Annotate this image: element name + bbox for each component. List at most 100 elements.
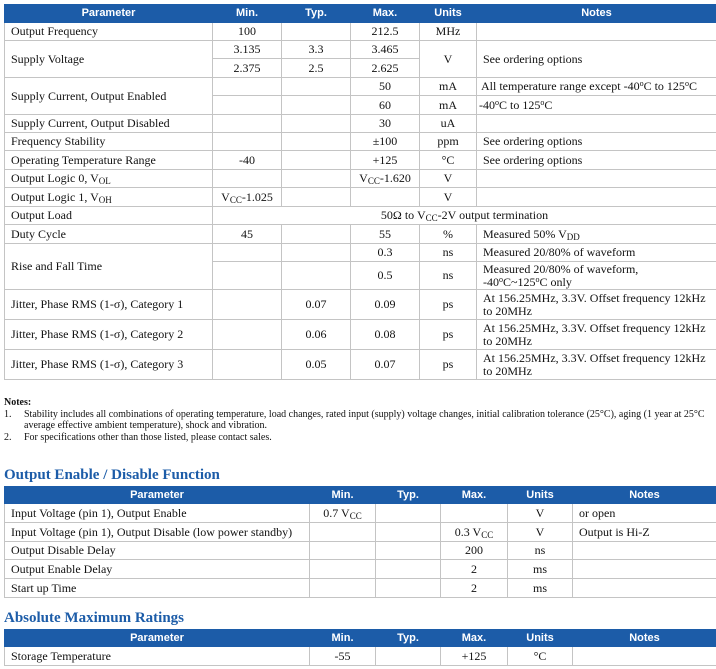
table-cell: +125: [440, 646, 508, 666]
text: Notes:: [4, 397, 32, 408]
table-cell: Output is Hi-Z: [572, 522, 716, 542]
table-cell: 60: [350, 95, 420, 115]
table-cell: ms: [507, 578, 573, 598]
table-cell: 0.3: [350, 243, 420, 262]
text: 2: [471, 580, 477, 595]
text: 0.7 V: [323, 505, 350, 520]
table-row: Supply Voltage 3.135 3.3 3.465 V See ordering…: [4, 40, 716, 78]
table-row: Output Load 50Ω to VCC-2V output termina…: [4, 206, 716, 225]
table-cell: 30: [350, 114, 420, 133]
table-cell: ns: [419, 243, 477, 262]
table-cell: 3.135: [212, 40, 282, 59]
text: Output Logic 1, V: [11, 189, 99, 204]
text: CC: [425, 213, 438, 223]
column-header: Max.: [440, 629, 508, 647]
table-cell: See ordering options: [476, 40, 716, 78]
table-cell: [281, 169, 351, 188]
table-cell: ps: [419, 319, 477, 350]
notes: Notes: 1. Stability includes all combinat…: [4, 397, 714, 443]
column-header: Notes: [476, 4, 716, 23]
table-row: Output Logic 0, VOL VCC-1.620 V: [4, 169, 716, 188]
table-cell: or open: [572, 503, 716, 523]
table-cell: [212, 132, 282, 151]
table-cell: 0.07: [350, 349, 420, 380]
table-cell: 2: [440, 559, 508, 579]
table-cell: 2.625: [350, 58, 420, 78]
table-row: Rise and Fall Time 0.3 ns Measured 20/80% o…: [4, 243, 716, 290]
absolute-max-table: Parameter Min. Typ. Max. Units Notes Storage …: [4, 629, 716, 666]
text: OH: [98, 194, 112, 205]
table-cell: 200: [440, 541, 508, 560]
table-cell: Input Voltage (pin 1), Output Disable (l…: [4, 522, 310, 542]
text: o: [684, 79, 689, 88]
table-cell: [375, 541, 441, 560]
column-header: Units: [507, 486, 573, 504]
column-header: Parameter: [4, 486, 310, 504]
table-cell: 3.3: [281, 40, 351, 59]
column-header: Notes: [572, 629, 716, 647]
table-row: Supply Current, Output Disabled 30 uA: [4, 114, 716, 133]
table-cell: [281, 224, 351, 244]
table-cell: ns: [507, 541, 573, 560]
table-cell: [212, 114, 282, 133]
table-row: Operating Temperature Range -40 +125 °C See …: [4, 150, 716, 170]
table-cell: [281, 22, 351, 41]
table-cell: [309, 559, 376, 579]
table-cell: [212, 261, 282, 290]
table-cell: [375, 646, 441, 666]
text: -2V output termination: [437, 208, 549, 222]
table-cell: Start up Time: [4, 578, 310, 598]
table-cell: 212.5: [350, 22, 420, 41]
table-row: Input Voltage (pin 1), Output Disable (l…: [4, 522, 716, 542]
table-cell: °C: [419, 150, 477, 170]
text: CC: [229, 194, 242, 205]
table-cell: Supply Current, Output Disabled: [4, 114, 213, 133]
column-header: Parameter: [4, 629, 310, 647]
table-cell: 50Ω to VCC-2V output termination: [212, 206, 716, 225]
table-cell: 45: [212, 224, 282, 244]
text: -40: [483, 274, 499, 289]
column-header: Min.: [212, 4, 282, 23]
note-item: 2. For specifications other than those li…: [4, 432, 714, 444]
table-row: Output Frequency 100 212.5 MHz: [4, 22, 716, 41]
table-cell: 2.5: [281, 58, 351, 78]
text: o: [540, 97, 545, 107]
section-title: Output Enable / Disable Function: [4, 467, 220, 483]
table-cell: [212, 319, 282, 350]
specs-table: Parameter Min. Typ. Max. Units Notes Output F…: [4, 4, 716, 380]
column-header: Units: [507, 629, 573, 647]
table-cell: Jitter, Phase RMS (1-σ), Category 1: [4, 289, 213, 320]
table-cell: MHz: [419, 22, 477, 41]
text: -1.620: [379, 171, 411, 185]
table-cell: [375, 559, 441, 579]
table-cell: mA: [419, 77, 477, 96]
table-cell: 0.5: [350, 261, 420, 290]
table-cell: 0.06: [281, 319, 351, 350]
text: -1.025: [241, 189, 273, 204]
table-cell: ns: [419, 261, 477, 290]
table-row: Start up Time 2 ms: [4, 578, 716, 598]
table-cell: [212, 349, 282, 380]
table-cell: +125: [350, 150, 420, 170]
note: All temperature range except -40oC to 12…: [476, 77, 716, 96]
table-cell: At 156.25MHz, 3.3V. Offset frequency 12k…: [476, 319, 716, 350]
table-cell: 55: [350, 224, 420, 244]
output-enable-table: Parameter Min. Typ. Max. Units Notes Input Vo…: [4, 486, 716, 598]
text: 1.: [4, 408, 12, 420]
table-cell: 50: [350, 77, 420, 96]
text: Stability includes all combinations of o…: [24, 408, 705, 432]
table-cell: [212, 169, 282, 188]
table-cell: -40: [212, 150, 282, 170]
column-header: Min.: [309, 486, 376, 504]
table-cell: [212, 243, 282, 262]
table-cell: Jitter, Phase RMS (1-σ), Category 2: [4, 319, 213, 350]
table-cell: [309, 522, 376, 542]
column-header: Units: [419, 4, 477, 23]
table-row: Input Voltage (pin 1), Output Enable 0.7 …: [4, 503, 716, 523]
table-cell: [281, 132, 351, 151]
table-cell: ps: [419, 289, 477, 320]
table-cell: -55: [309, 646, 376, 666]
text: OL: [98, 176, 111, 186]
text: Measured 20/80% of waveform,: [483, 261, 639, 276]
table-cell: 2: [440, 578, 508, 598]
